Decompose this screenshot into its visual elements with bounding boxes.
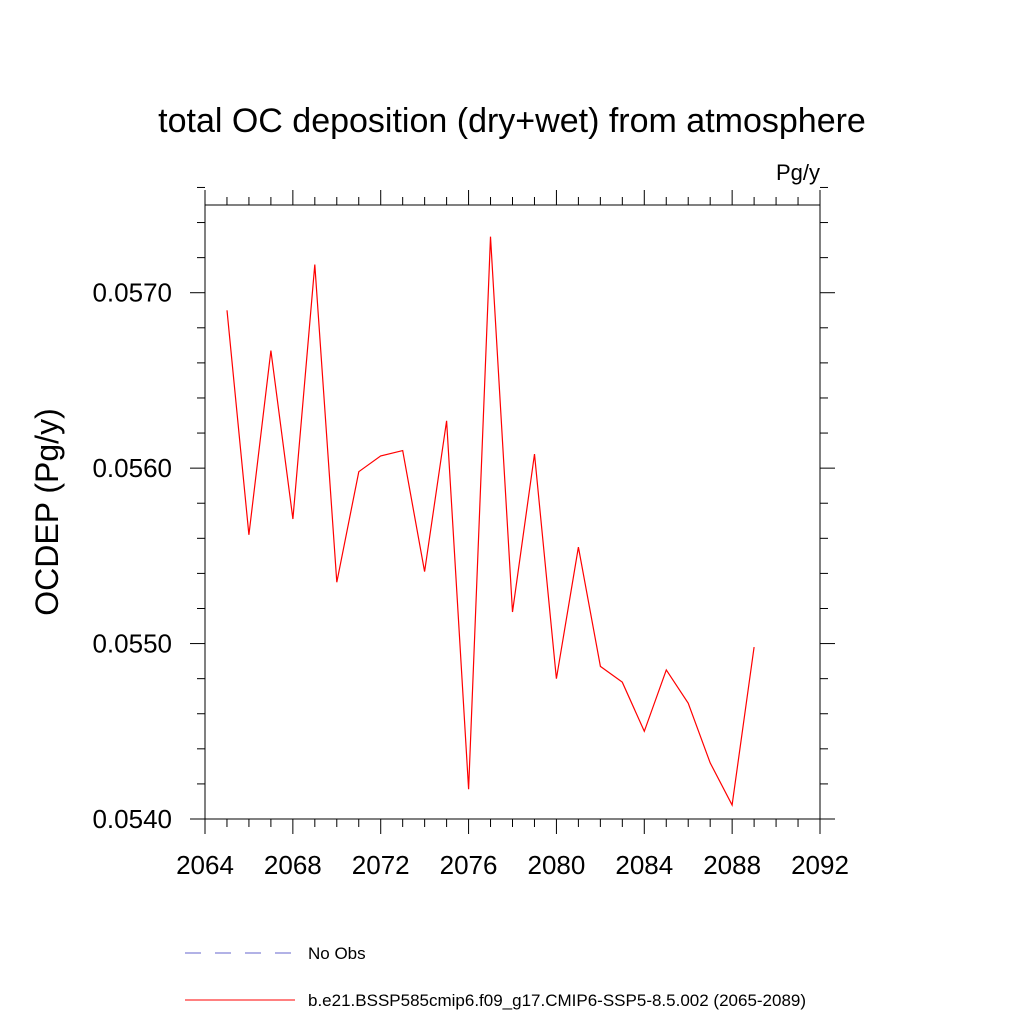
x-tick-label: 2088 — [703, 850, 761, 880]
y-axis-ticks — [190, 186, 835, 820]
legend-label-model: b.e21.BSSP585cmip6.f09_g17.CMIP6-SSP5-8.… — [308, 991, 806, 1010]
y-axis-label: OCDEP (Pg/y) — [29, 408, 65, 615]
legend-label-no-obs: No Obs — [308, 944, 366, 963]
x-tick-label: 2080 — [528, 850, 586, 880]
plot-frame — [204, 204, 821, 820]
x-tick-label: 2092 — [791, 850, 849, 880]
x-axis-ticks — [204, 190, 821, 834]
x-tick-label: 2084 — [615, 850, 673, 880]
plot-border — [204, 204, 821, 820]
units-label: Pg/y — [776, 160, 820, 185]
x-tick-label: 2076 — [440, 850, 498, 880]
x-tick-label: 2064 — [176, 850, 234, 880]
y-tick-label: 0.0550 — [92, 629, 172, 659]
y-axis-tick-labels: 0.0540 0.0550 0.0560 0.0570 — [92, 278, 172, 834]
chart-title: total OC deposition (dry+wet) from atmos… — [158, 102, 866, 140]
series-line — [226, 236, 755, 807]
series-layer — [226, 236, 755, 807]
y-tick-label: 0.0540 — [92, 804, 172, 834]
legend: No Obs b.e21.BSSP585cmip6.f09_g17.CMIP6-… — [185, 944, 806, 1010]
x-axis-tick-labels: 2064 2068 2072 2076 2080 2084 2088 2092 — [176, 850, 849, 880]
x-tick-label: 2068 — [264, 850, 322, 880]
x-tick-label: 2072 — [352, 850, 410, 880]
y-tick-label: 0.0570 — [92, 278, 172, 308]
y-tick-label: 0.0560 — [92, 453, 172, 483]
